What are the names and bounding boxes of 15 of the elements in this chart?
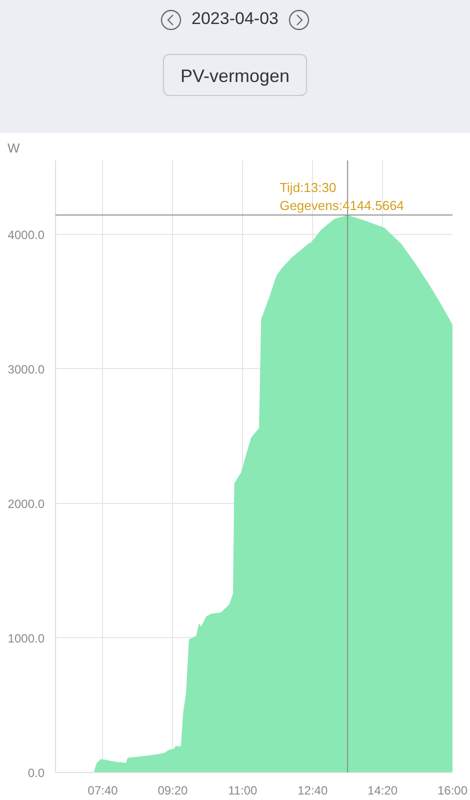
- y-tick-label: 4000.0: [8, 228, 45, 242]
- x-tick-label: 11:00: [228, 784, 258, 798]
- x-tick-label: 16:00: [437, 784, 468, 798]
- chart-subtitle: PV-vermogen: [163, 54, 307, 96]
- chart-title: 2023-04-03: [192, 9, 278, 28]
- y-tick-label: 0.0: [28, 766, 45, 780]
- y-tick-label: 2000.0: [8, 496, 45, 511]
- x-tick-label: 09:20: [158, 784, 188, 798]
- x-tick-label: 14:20: [368, 784, 398, 798]
- y-tick-label: 1000.0: [8, 631, 45, 646]
- y-axis-title: W: [8, 140, 20, 156]
- y-tick-label: 3000.0: [8, 362, 45, 376]
- x-tick-label: 12:40: [298, 784, 328, 798]
- x-tick-label: 07:40: [88, 784, 118, 798]
- annotation: Tijd:13:30 Gegevens:4144.5664: [280, 180, 404, 214]
